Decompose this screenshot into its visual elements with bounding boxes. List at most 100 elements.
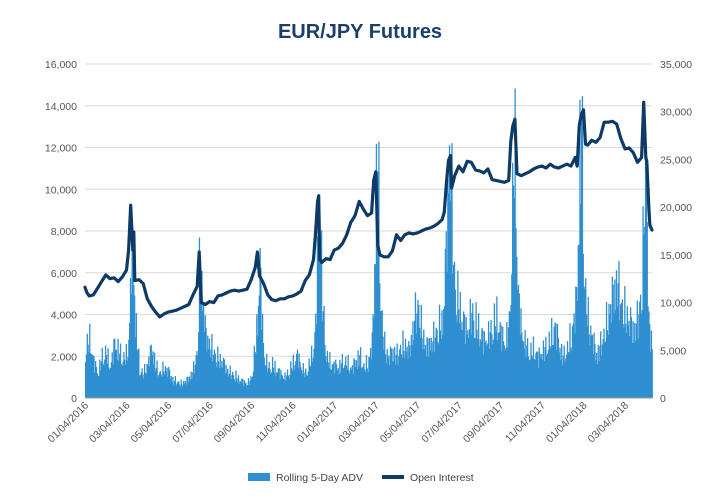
adv-bar <box>479 339 481 398</box>
adv-bar <box>457 270 459 398</box>
adv-bar <box>522 341 525 398</box>
adv-bar <box>582 253 584 398</box>
adv-bar <box>226 372 228 398</box>
adv-bar <box>163 374 166 398</box>
adv-bar <box>621 299 623 398</box>
adv-bar <box>430 337 432 398</box>
adv-bar <box>379 283 381 398</box>
adv-bar <box>274 360 276 398</box>
adv-bar <box>193 361 195 398</box>
adv-bar <box>416 313 418 398</box>
adv-bar <box>326 350 329 398</box>
adv-bar <box>427 338 429 398</box>
adv-bar <box>575 287 578 398</box>
adv-bar <box>187 376 189 398</box>
adv-bar <box>305 375 308 398</box>
adv-bar <box>332 363 334 398</box>
adv-bar <box>199 269 201 398</box>
adv-bar <box>166 367 168 398</box>
adv-bar <box>389 365 391 398</box>
adv-bar <box>114 338 116 398</box>
adv-bar <box>94 372 96 398</box>
adv-bar <box>217 346 219 398</box>
adv-bar <box>113 339 115 398</box>
adv-bar <box>175 385 177 398</box>
adv-bar <box>558 352 560 398</box>
adv-bar <box>310 366 312 398</box>
adv-bar <box>492 339 495 398</box>
adv-bar <box>415 333 417 398</box>
adv-bar <box>591 334 594 398</box>
adv-bar <box>306 375 309 398</box>
x-tick: 03/04/2017 <box>336 400 382 446</box>
adv-bar <box>136 350 138 398</box>
adv-bar <box>237 382 239 398</box>
x-tick: 07/04/2017 <box>419 400 465 446</box>
adv-bar <box>634 322 636 398</box>
adv-bar <box>126 360 128 398</box>
adv-bar <box>202 304 205 398</box>
x-tick-label: 03/04/2018 <box>585 400 631 446</box>
adv-bar <box>263 357 265 398</box>
adv-bar <box>539 353 541 398</box>
adv-bar <box>561 343 563 398</box>
adv-bar <box>358 366 360 398</box>
adv-bar <box>177 381 179 398</box>
adv-bar <box>298 353 300 398</box>
adv-bar <box>370 359 373 398</box>
adv-bar <box>256 335 259 398</box>
adv-bar <box>345 365 348 398</box>
adv-bar <box>519 335 521 398</box>
adv-bar <box>607 335 609 398</box>
x-tick: 03/04/2016 <box>87 400 133 446</box>
adv-bar <box>272 367 275 398</box>
adv-bar <box>530 342 532 398</box>
adv-bar <box>223 359 226 398</box>
adv-bar <box>496 296 498 398</box>
adv-bar <box>392 348 394 398</box>
adv-bar <box>531 358 534 398</box>
adv-bar <box>93 355 95 398</box>
adv-bar <box>571 326 574 398</box>
adv-bar <box>541 354 543 398</box>
adv-bar <box>422 349 424 398</box>
adv-bar <box>339 359 341 398</box>
adv-bar <box>569 323 571 398</box>
adv-bar <box>467 338 470 398</box>
legend-swatch-adv <box>248 473 270 481</box>
adv-bar <box>590 335 593 398</box>
adv-bar <box>477 339 479 398</box>
adv-bar <box>207 335 209 398</box>
adv-bar <box>492 344 494 398</box>
adv-bar <box>162 361 164 398</box>
adv-bar <box>564 362 566 398</box>
adv-bar <box>364 371 367 398</box>
adv-bar <box>359 347 362 398</box>
adv-bar <box>463 314 466 398</box>
adv-bar <box>618 261 620 398</box>
adv-bar <box>443 306 446 398</box>
adv-bar <box>343 367 345 398</box>
open-interest-line-group <box>83 100 654 319</box>
adv-bar <box>577 245 579 398</box>
adv-bar <box>135 313 137 398</box>
adv-bar <box>642 206 644 398</box>
adv-bar <box>197 332 200 398</box>
adv-bar <box>349 373 351 398</box>
adv-bar <box>138 348 140 398</box>
grid-lines <box>85 63 652 357</box>
y-axis-left: 0 2,000 4,000 6,000 8,000 10,000 12,000 14,000 1… <box>45 59 77 405</box>
adv-bar <box>531 355 533 398</box>
adv-bar <box>115 349 118 398</box>
adv-bar <box>270 373 272 398</box>
adv-bar <box>186 377 188 398</box>
adv-bar <box>550 348 552 398</box>
adv-bar <box>629 336 631 398</box>
adv-bar <box>482 354 485 398</box>
adv-bar <box>439 330 442 398</box>
adv-bar <box>237 375 240 398</box>
adv-bar <box>345 356 347 398</box>
adv-bar <box>286 375 288 398</box>
adv-bar <box>538 347 540 398</box>
adv-bar <box>149 345 152 398</box>
